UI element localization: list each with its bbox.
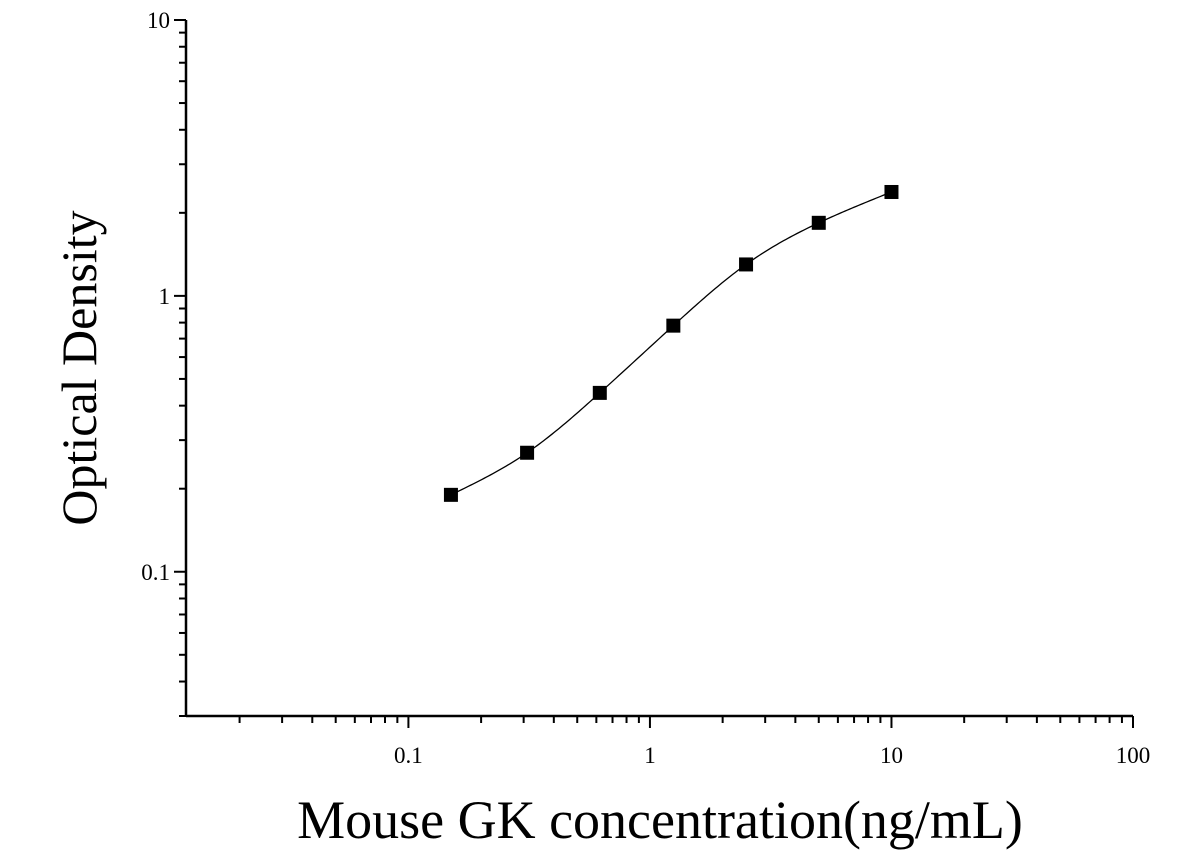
data-point — [739, 257, 754, 272]
x-tick-label: 0.1 — [394, 743, 423, 768]
data-point — [520, 445, 535, 460]
x-axis-title: Mouse GK concentration(ng/mL) — [297, 790, 1023, 850]
axes — [184, 20, 1133, 718]
x-tick-label: 10 — [880, 743, 903, 768]
data-point — [666, 318, 681, 333]
data-point — [592, 385, 607, 400]
x-tick-label: 100 — [1116, 743, 1151, 768]
data-point — [443, 487, 458, 502]
x-tick-label: 1 — [644, 743, 656, 768]
data-point — [811, 215, 826, 230]
tick-labels: 0.1 1 10 100 0.1 1 10 — [141, 8, 1150, 768]
fit-curve — [450, 191, 892, 496]
y-axis-title: Optical Density — [51, 210, 107, 525]
y-tick-label: 10 — [147, 8, 170, 33]
data-points — [443, 184, 899, 502]
ticks — [174, 19, 1134, 728]
data-point — [884, 184, 899, 199]
y-tick-label: 0.1 — [141, 560, 170, 585]
y-tick-label: 1 — [159, 284, 171, 309]
